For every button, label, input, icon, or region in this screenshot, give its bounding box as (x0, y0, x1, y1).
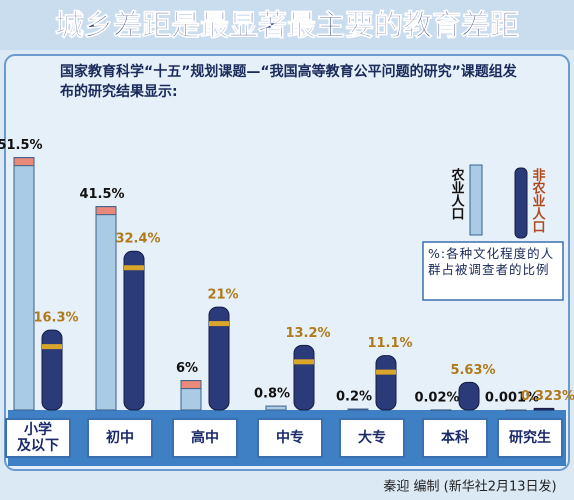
pen-band (209, 321, 229, 327)
pen-bar (41, 329, 63, 411)
category-label: 初中 (87, 418, 153, 458)
value-label: 16.3% (33, 311, 78, 326)
value-label: 0.02% (414, 390, 459, 405)
subtitle-box: 国家教育科学“十五”规划课题—“我国高等教育公平问题的研究”课题组发布的研究结果… (60, 64, 517, 100)
pen-band (42, 344, 62, 350)
note: %:各种文化程度的人群占被调查者的比例 (428, 246, 555, 277)
value-label: 5.63% (450, 363, 495, 378)
pencil-bar (430, 409, 452, 411)
legend-label: 农业人口 (449, 167, 466, 220)
value-label: 0.8% (254, 387, 290, 402)
category-label: 中专 (257, 418, 323, 458)
value-label: 51.5% (0, 138, 43, 153)
pencil-eraser (13, 157, 35, 167)
note-box (422, 241, 564, 301)
pen-bar (208, 306, 230, 411)
pen-band (124, 265, 144, 271)
category-label: 高中 (172, 418, 238, 458)
category-label: 本科 (422, 418, 488, 458)
legend-swatch (514, 167, 528, 239)
value-label: 32.4% (115, 232, 160, 247)
note-holder: %:各种文化程度的人群占被调查者的比例 (428, 246, 555, 277)
value-label: 13.2% (285, 326, 330, 341)
legend-swatch (469, 164, 483, 236)
pencil-eraser (95, 206, 117, 216)
pencil-eraser (180, 380, 202, 390)
pen-bar (293, 344, 315, 411)
value-label: 0.001% (485, 390, 539, 405)
legend-label: 非农业人口 (530, 167, 547, 233)
value-label: 41.5% (79, 187, 124, 202)
pen-band (294, 359, 314, 365)
chart-title: 城乡差距是最显著最主要的教育差距 (55, 8, 519, 42)
pencil-bar (505, 409, 527, 411)
category-label: 小学 及以下 (5, 418, 71, 458)
pen-bar (533, 407, 555, 411)
value-label: 0.323% (521, 389, 574, 404)
pen-band (376, 369, 396, 375)
pencil-bar (347, 408, 369, 411)
value-label: 0.2% (336, 390, 372, 405)
pencil-bar (95, 206, 117, 411)
category-label: 大专 (339, 418, 405, 458)
pen-bar (375, 355, 397, 411)
panel (4, 54, 570, 471)
pencil-bar (13, 157, 35, 411)
pencil-bar (265, 405, 287, 411)
pen-bar (123, 250, 145, 411)
value-label: 6% (176, 361, 198, 376)
title-band (0, 0, 574, 50)
value-label: 21% (207, 288, 238, 303)
subtitle: 国家教育科学“十五”规划课题—“我国高等教育公平问题的研究”课题组发布的研究结果… (60, 64, 517, 100)
category-label: 研究生 (497, 418, 563, 458)
footer: 秦迎 编制 (新华社2月13日发) (383, 479, 556, 495)
value-label: 11.1% (367, 336, 412, 351)
pen-bar (458, 381, 480, 411)
